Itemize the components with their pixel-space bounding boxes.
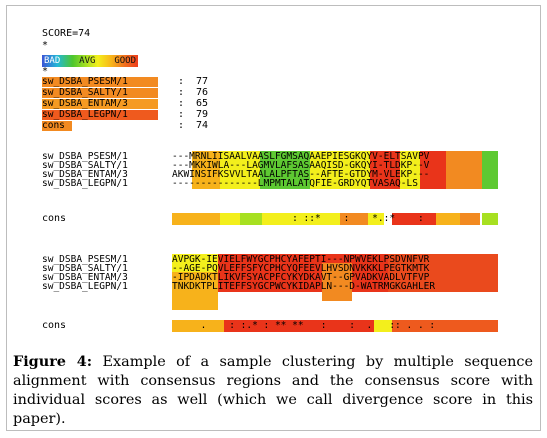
score-colon: : xyxy=(178,120,185,131)
score-name: sw_DSBA_LEGPN/1 xyxy=(42,110,158,120)
score-name: cons xyxy=(42,121,72,131)
seq-name: sw_DSBA_PSESM/1 xyxy=(42,254,128,265)
seq-name: sw_DSBA_ENTAM/3 xyxy=(42,272,128,283)
score-colon: : xyxy=(178,76,185,87)
score-value: 76 xyxy=(196,87,209,98)
score-name: sw_DSBA_SALTY/1 xyxy=(42,88,158,98)
caption-text: Example of a sample clustering by multip… xyxy=(13,354,534,427)
score-value: 77 xyxy=(196,76,209,87)
seq-row: ---MRNLIISAALVAASLFGMSAQAAEPIESGKQYV-ELT… xyxy=(172,151,430,162)
score-value: 65 xyxy=(196,98,209,109)
score-colon: : xyxy=(178,109,185,120)
cons-markers: . : :.* : ** ** : : . :: . . : xyxy=(172,320,436,331)
caption-label: Figure 4: xyxy=(13,353,93,370)
seq-name: sw_DSBA_LEGPN/1 xyxy=(42,281,128,292)
score-name: sw_DSBA_PSESM/1 xyxy=(42,77,158,87)
seq-row: TNKDKTPLITEFFSYGCPWCYKIDAPLN---D-WATRMGK… xyxy=(172,281,436,292)
score-color-legend: BAD AVG GOOD xyxy=(42,55,138,67)
score-label: SCORE=74 xyxy=(42,28,91,39)
legend-bad: BAD xyxy=(44,56,61,66)
seq-row: ---------------LMPMTALATQFIE-GRDYQTVASAQ… xyxy=(172,178,418,189)
score-name: sw_DSBA_ENTAM/3 xyxy=(42,99,158,109)
seq-row: -IPDADKTLIKVFSYACPFCYKYDKAVT--GPVADKVADL… xyxy=(172,272,430,283)
seq-name: sw_DSBA_SALTY/1 xyxy=(42,263,128,274)
score-value: 74 xyxy=(196,120,209,131)
cons-label: cons xyxy=(42,320,67,331)
score-value: 79 xyxy=(196,109,209,120)
seq-name: sw_DSBA_LEGPN/1 xyxy=(42,178,128,189)
seq-row: --AGE-PQVLEFFSFYCPHCYQFEEVLHVSDNVKKKLPEG… xyxy=(172,263,430,274)
seq-name: sw_DSBA_PSESM/1 xyxy=(42,151,128,162)
figure-frame xyxy=(6,5,541,431)
seq-row: AKWINSIFKSVVLTAALALPFTAS--AFTE-GTDYM-VLE… xyxy=(172,169,430,180)
cons-label: cons xyxy=(42,213,67,224)
legend-avg: AVG xyxy=(79,56,96,66)
star-marker: * xyxy=(42,40,49,51)
legend-good: GOOD xyxy=(114,56,136,66)
score-colon: : xyxy=(178,98,185,109)
score-colon: : xyxy=(178,87,185,98)
seq-name: sw_DSBA_ENTAM/3 xyxy=(42,169,128,180)
seq-row: ---MKKIWLA---LAGMVLAFSASAAQISD-GKQYI-TLD… xyxy=(172,160,430,171)
seq-name: sw_DSBA_SALTY/1 xyxy=(42,160,128,171)
figure-caption: Figure 4: Example of a sample clustering… xyxy=(13,352,533,429)
seq-row: AVPGK-IEVIELFWYGCPHCYAFEPTI---NPWVEKLPSD… xyxy=(172,254,430,265)
star-marker-2: * xyxy=(42,66,49,77)
cons-markers: : ::* : *.:* : xyxy=(172,213,424,224)
